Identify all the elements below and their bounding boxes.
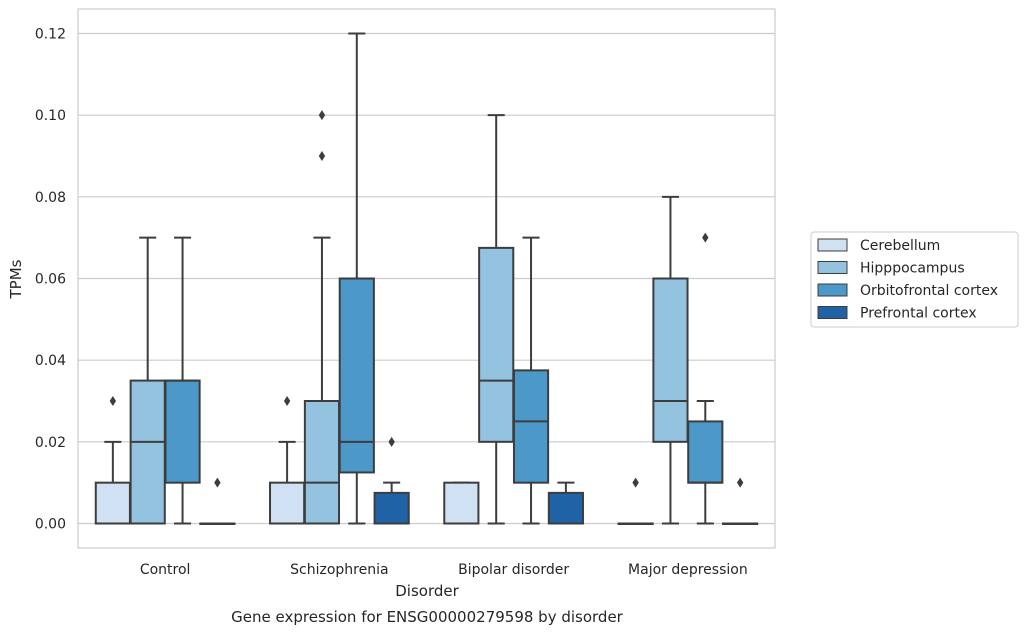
box-orbitofrontal-cortex (512, 236, 550, 525)
box-orbitofrontal-cortex (338, 32, 375, 525)
y-tick-label: 0.06 (35, 272, 66, 288)
y-tick-label: 0.08 (35, 190, 66, 206)
box-orbitofrontal-cortex (687, 232, 724, 525)
box-body (338, 277, 375, 474)
box-body (547, 491, 584, 525)
box-body (303, 400, 341, 525)
outlier-point (318, 110, 326, 121)
outlier-point (109, 396, 117, 406)
y-tick-label: 0.12 (35, 27, 66, 43)
legend-label: Cerebellum (860, 238, 940, 254)
legend-swatch (817, 238, 848, 252)
box-cerebellum (617, 477, 654, 525)
box-body (269, 481, 306, 525)
x-tick-label: Bipolar disorder (458, 562, 569, 578)
legend-swatch (817, 261, 848, 274)
box-body (129, 379, 166, 525)
y-axis-label: TPMs (7, 259, 25, 299)
legend-label: Prefrontal cortex (860, 306, 977, 322)
box-body (652, 277, 689, 443)
legend-frame (810, 231, 1019, 328)
box-hipppocampus (129, 236, 166, 525)
outlier-point (388, 436, 395, 447)
y-tick-label: 0.04 (35, 353, 66, 369)
box-body (478, 246, 515, 443)
x-tick-label: Schizophrenia (290, 562, 388, 578)
y-tick-label: 0.02 (35, 435, 66, 451)
outlier-point (214, 477, 221, 488)
outlier-point (283, 396, 291, 406)
plot-frame (77, 8, 776, 549)
box-prefrontal-cortex (199, 477, 236, 525)
box-body (164, 379, 201, 484)
outlier-point (702, 232, 709, 243)
legend-swatch (817, 306, 848, 319)
box-body (687, 420, 724, 484)
outlier-point (318, 151, 326, 161)
x-tick-labels: Control Schizophrenia Bipolar disorder Majo… (140, 562, 748, 578)
outlier-point (736, 477, 744, 488)
boxes (94, 32, 759, 525)
y-tick-labels: 0.00 0.02 0.04 0.06 0.08 0.10 0.12 (35, 27, 66, 533)
box-body (373, 491, 410, 525)
box-cerebellum (443, 481, 480, 525)
box-prefrontal-cortex (547, 481, 584, 525)
box-body (512, 369, 550, 484)
box-prefrontal-cortex (722, 477, 759, 525)
box-hipppocampus (303, 110, 341, 525)
y-tick-label: 0.00 (35, 517, 66, 533)
box-hipppocampus (478, 114, 515, 525)
box-hipppocampus (652, 195, 689, 525)
chart-title: Gene expression for ENSG00000279598 by d… (231, 608, 624, 626)
box-prefrontal-cortex (373, 436, 410, 525)
box-body (94, 481, 131, 525)
box-orbitofrontal-cortex (164, 236, 201, 525)
legend-label: Hipppocampus (860, 261, 965, 277)
x-tick-label: Major depression (628, 562, 748, 578)
box-cerebellum (269, 396, 306, 525)
legend-label: Orbitofrontal cortex (860, 283, 998, 299)
x-axis-label: Disorder (395, 582, 459, 600)
box-body (443, 481, 480, 525)
outlier-point (632, 477, 639, 488)
legend-swatch (817, 283, 848, 297)
box-cerebellum (94, 396, 131, 525)
x-tick-label: Control (140, 562, 191, 578)
y-tick-label: 0.10 (35, 108, 66, 124)
legend: Cerebellum Hipppocampus Orbitofrontal cort… (810, 231, 1019, 328)
